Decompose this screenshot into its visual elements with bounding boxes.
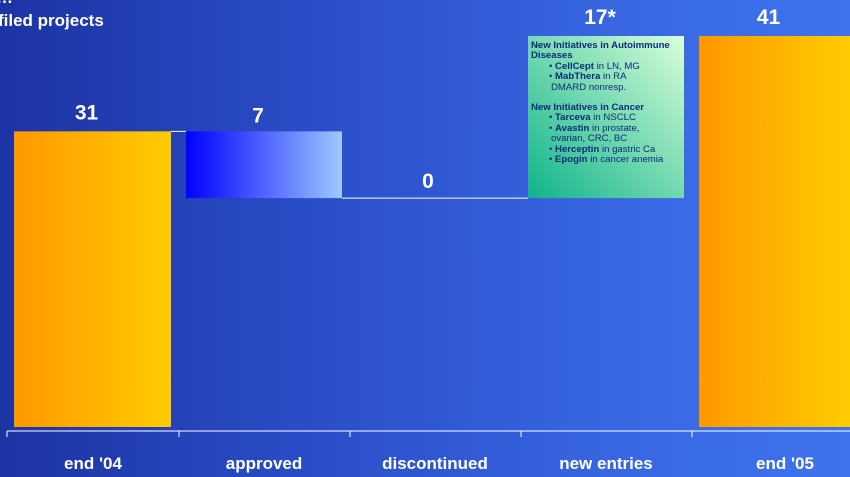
category-label-end-04: end '04	[64, 454, 122, 473]
annotation-item: • Avastin in prostate,	[531, 122, 681, 134]
drug-name: Tarceva	[555, 112, 591, 124]
annotation-item: DMARD nonresp.	[531, 81, 681, 93]
annotation-item: • CellCept in LN, MG	[531, 60, 681, 72]
annotation-item: • MabThera in RA	[531, 72, 681, 82]
drug-name: MabThera	[555, 71, 601, 83]
indication-text: in RA	[600, 71, 627, 83]
bullet-icon: •	[549, 154, 553, 166]
indication-text: ovarian, CRC, BC	[551, 133, 628, 145]
annotation-group: New Initiatives in Autoimmune Diseases • …	[531, 40, 681, 93]
value-label-end-05: 41	[757, 6, 781, 29]
category-label-discontinued: discontinued	[382, 454, 488, 473]
indication-text: in NSCLC	[590, 112, 636, 124]
indication-text: DMARD nonresp.	[551, 81, 627, 93]
bar-approved	[186, 131, 342, 199]
value-label-approved: 7	[252, 104, 264, 127]
bar-end-05	[699, 36, 850, 427]
indication-text: in cancer anemia	[587, 154, 664, 166]
indication-text: in LN, MG	[593, 60, 640, 72]
drug-name: Avastin	[555, 122, 590, 134]
drug-name: CellCept	[555, 60, 594, 72]
indication-text: in prostate,	[589, 122, 640, 134]
annotation-heading: New Initiatives in Autoimmune Diseases	[531, 40, 670, 62]
indication-text: in gastric Ca	[599, 143, 656, 155]
bullet-icon: •	[549, 122, 553, 134]
value-label-new-entries: 17*	[584, 6, 616, 29]
bullet-icon: •	[549, 143, 553, 155]
category-label-new-entries: new entries	[559, 454, 653, 473]
value-label-end-04: 31	[75, 101, 99, 124]
annotation-item: • Epogin in cancer anemia	[531, 154, 681, 166]
chart-title: filed projects	[0, 11, 104, 30]
annotation-item: • Herceptin in gastric Ca	[531, 143, 681, 155]
bar-new-entries	[528, 36, 684, 199]
new-entries-annotation: New Initiatives in Autoimmune Diseases • …	[531, 40, 681, 175]
annotation-item: ovarian, CRC, BC	[531, 134, 681, 144]
bar-end-04	[14, 131, 171, 428]
annotation-heading: New Initiatives in Cancer	[531, 102, 645, 114]
annotation-group: New Initiatives in Cancer • Tarceva in NS…	[531, 102, 681, 166]
bullet-icon: •	[549, 71, 553, 83]
drug-name: Herceptin	[555, 143, 600, 155]
title-fragment: …	[0, 0, 13, 8]
value-label-discontinued: 0	[422, 170, 434, 193]
annotation-item: • Tarceva in NSCLC	[531, 113, 681, 123]
bullet-icon: •	[549, 112, 553, 124]
category-label-approved: approved	[226, 454, 303, 473]
bullet-icon: •	[549, 60, 553, 72]
category-label-end-05: end '05	[756, 454, 814, 473]
drug-name: Epogin	[555, 154, 588, 166]
